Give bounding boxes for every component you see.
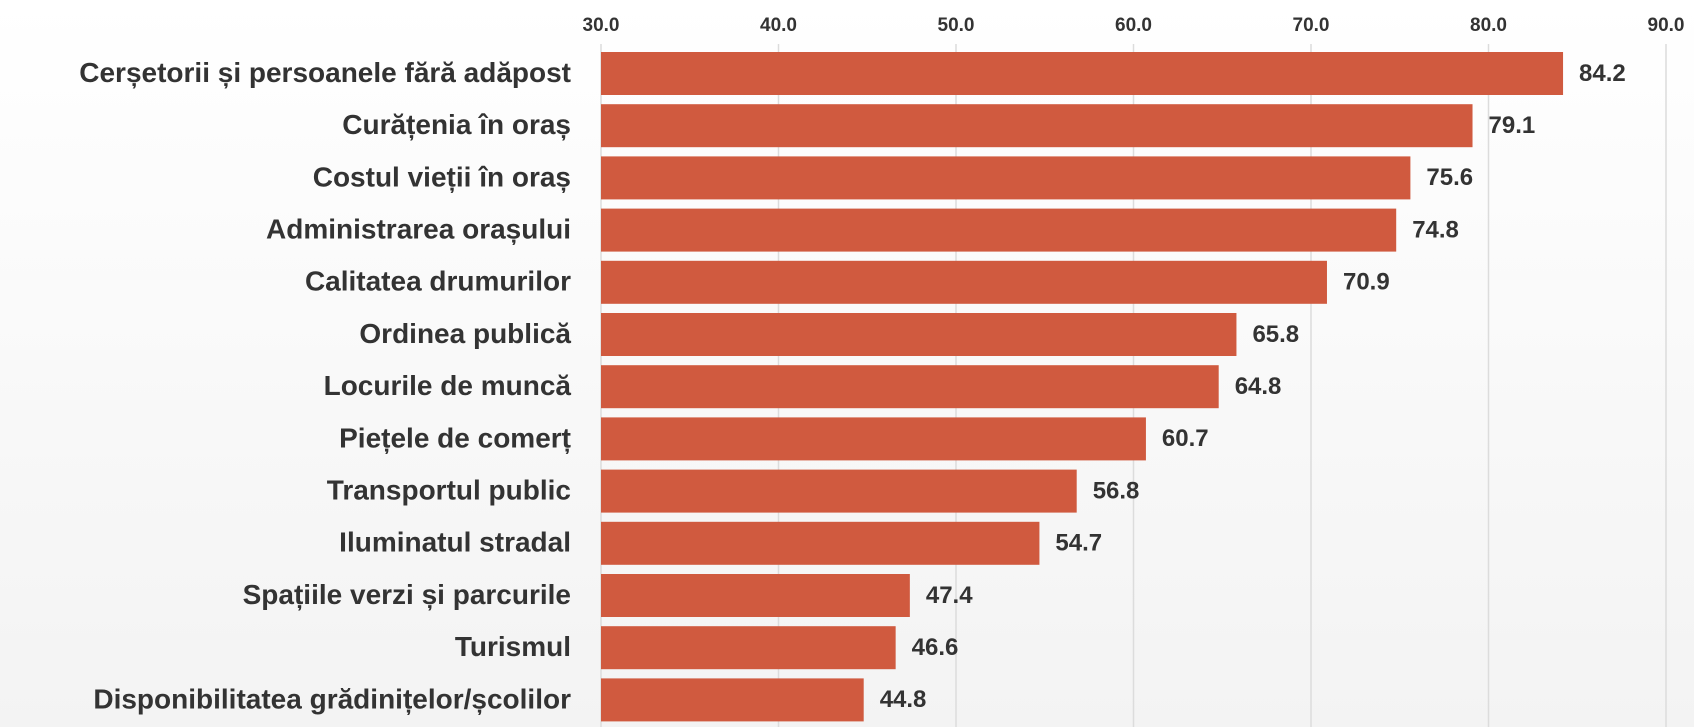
x-tick-label: 90.0 (1648, 15, 1685, 36)
bar (601, 156, 1411, 200)
bar (601, 521, 1040, 565)
category-label: Calitatea drumurilor (305, 266, 571, 297)
category-label: Piețele de comerț (339, 422, 571, 453)
category-label: Curățenia în oraș (342, 109, 571, 140)
value-label: 46.6 (912, 634, 959, 661)
bar (601, 417, 1146, 461)
category-label: Transportul public (327, 474, 571, 505)
bar (601, 626, 896, 670)
category-label: Turismul (455, 631, 571, 662)
x-tick-label: 50.0 (938, 15, 975, 36)
category-label: Locurile de muncă (324, 370, 572, 401)
value-label: 64.8 (1235, 373, 1282, 400)
x-tick-label: 40.0 (760, 15, 797, 36)
value-label: 74.8 (1412, 216, 1459, 243)
x-tick-label: 70.0 (1293, 15, 1330, 36)
value-label: 60.7 (1162, 425, 1209, 452)
bar (601, 104, 1473, 148)
x-tick-label: 60.0 (1115, 15, 1152, 36)
value-label: 75.6 (1426, 164, 1473, 191)
bar (601, 313, 1237, 356)
bar (601, 52, 1564, 95)
value-label: 54.7 (1055, 530, 1102, 557)
value-label: 84.2 (1579, 60, 1626, 87)
category-label: Administrarea orașului (266, 213, 571, 244)
x-tick-label: 30.0 (583, 15, 620, 36)
value-label: 47.4 (926, 582, 973, 609)
bar (601, 208, 1397, 252)
category-label: Ordinea publică (359, 318, 571, 349)
bar (601, 365, 1219, 409)
category-label: Costul vieții în oraș (313, 161, 571, 192)
x-tick-label: 80.0 (1470, 15, 1507, 36)
category-label: Spațiile verzi și parcurile (243, 579, 571, 610)
bar (601, 678, 864, 722)
category-label: Iluminatul stradal (339, 527, 571, 558)
category-label: Cerșetorii și persoanele fără adăpost (79, 57, 571, 88)
value-label: 65.8 (1252, 321, 1299, 348)
category-label: Disponibilitatea grădinițelor/școlilor (93, 683, 571, 714)
bar (601, 574, 910, 617)
bar (601, 260, 1327, 304)
value-label: 56.8 (1093, 477, 1140, 504)
value-label: 70.9 (1343, 269, 1390, 296)
value-label: 44.8 (880, 686, 927, 713)
value-label: 79.1 (1489, 112, 1536, 139)
bar (601, 469, 1077, 513)
